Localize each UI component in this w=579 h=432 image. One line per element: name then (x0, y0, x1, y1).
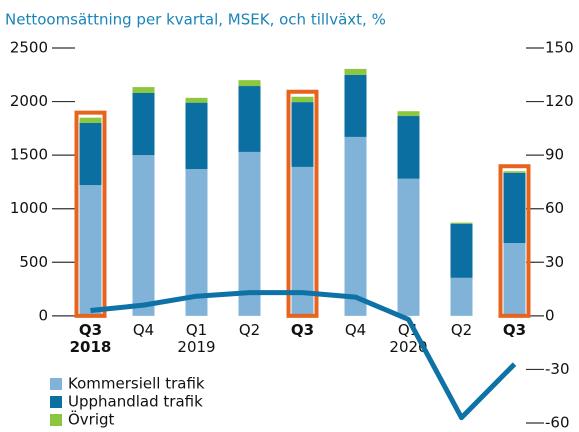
y2-tick-label: -30 (545, 360, 570, 378)
y2-tick-label: 150 (545, 39, 574, 57)
y-tick-label: 2000 (10, 92, 48, 110)
bar-segment (132, 93, 155, 156)
bar-segment (238, 86, 261, 152)
bar-segment (503, 172, 526, 243)
x-tick-label: Q2 (451, 320, 472, 338)
bar-segment (503, 243, 526, 316)
y2-tick-label: 30 (545, 253, 564, 271)
highlight-box (74, 110, 107, 318)
bar-segment (291, 102, 314, 167)
growth-line (90, 290, 517, 421)
y2-tick-label: 120 (545, 92, 574, 110)
x-tick-label: Q4 (133, 320, 154, 338)
x-tick-label: Q2 (239, 320, 260, 338)
legend-swatch (50, 414, 62, 426)
legend-label: Kommersiell trafik (68, 375, 205, 393)
legend-label: Upphandlad trafik (68, 393, 203, 411)
highlight-box (286, 89, 319, 318)
bar-segment (79, 123, 102, 186)
y-tick-label: 0 (38, 306, 48, 324)
bar-segment (291, 96, 314, 103)
x-tick-label-line: Q4 (345, 320, 366, 338)
x-tick-label-line: Q3 (291, 320, 314, 338)
x-tick-label: Q1 2019 (177, 320, 215, 355)
bar-segment (397, 116, 420, 179)
bar-segment (185, 97, 208, 103)
y-tick-label: 1000 (10, 199, 48, 217)
x-tick-label-line: Q3 (79, 320, 102, 338)
x-tick-label-line: Q1 (186, 320, 207, 338)
bar-segment (450, 222, 473, 224)
legend-swatch (50, 396, 62, 408)
bar-segment (238, 80, 261, 87)
bar-segment (450, 223, 473, 278)
bar-segment (344, 74, 367, 137)
x-tick-label-line: 2019 (177, 337, 215, 355)
y2-tick-label: 0 (545, 306, 555, 324)
x-tick-label: Q3 (503, 320, 526, 338)
y2-tick-label: -60 (545, 414, 570, 432)
x-tick-label-line: Q2 (239, 320, 260, 338)
y2-tick-label: 60 (545, 199, 564, 217)
bar-segment (79, 117, 102, 123)
y-tick-label: 500 (19, 253, 48, 271)
bar-segment (397, 111, 420, 117)
bar-segment (185, 169, 208, 316)
bar-segment (185, 102, 208, 170)
bar-segment (238, 151, 261, 316)
x-tick-label: Q3 (291, 320, 314, 338)
x-tick-label-line: Q4 (133, 320, 154, 338)
bar-segment (450, 277, 473, 316)
x-tick-label-line: Q3 (503, 320, 526, 338)
legend-label: Övrigt (68, 410, 115, 429)
x-tick-label-line: Q2 (451, 320, 472, 338)
bar-segment (132, 155, 155, 316)
bar-segment (397, 178, 420, 316)
x-tick-label: Q4 (345, 320, 366, 338)
bar-segment (503, 171, 526, 173)
bar-segment (344, 136, 367, 316)
legend-swatch (50, 378, 62, 390)
y2-tick-label: 90 (545, 146, 564, 164)
bar-segment (79, 185, 102, 316)
bar-segment (344, 68, 367, 75)
x-tick-label: Q1 2020 (389, 320, 427, 355)
highlight-box (498, 164, 531, 318)
bar-segment (291, 166, 314, 316)
x-tick-label: Q3 2018 (70, 320, 112, 355)
chart-title: Nettoomsättning per kvartal, MSEK, och t… (5, 11, 386, 29)
bar-segment (132, 87, 155, 93)
y-tick-label: 2500 (10, 39, 48, 57)
y-tick-label: 1500 (10, 146, 48, 164)
x-tick-label-line: 2018 (70, 337, 112, 355)
